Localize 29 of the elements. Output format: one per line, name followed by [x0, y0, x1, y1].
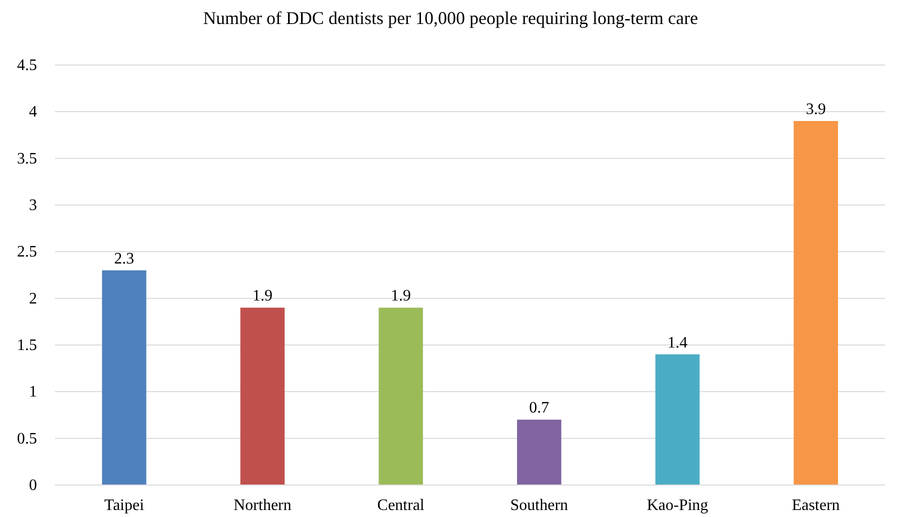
y-tick-label: 2	[29, 290, 37, 308]
bar	[102, 270, 146, 485]
y-tick-label: 4	[29, 104, 37, 121]
bar	[378, 308, 423, 485]
data-label: 1.9	[390, 288, 411, 305]
x-tick-label: Eastern	[792, 497, 840, 514]
y-tick-label: 3	[29, 197, 37, 214]
y-tick-label: 1.5	[17, 337, 37, 354]
bar	[517, 420, 562, 485]
bar	[240, 308, 285, 485]
bar	[794, 121, 838, 485]
y-tick-label: 1	[29, 384, 37, 401]
data-label: 0.7	[529, 400, 550, 417]
x-tick-label: Central	[377, 497, 425, 514]
y-tick-label: 4.5	[17, 57, 37, 74]
x-tick-label: Taipei	[104, 497, 145, 514]
x-tick-label: Southern	[510, 497, 568, 514]
y-tick-label: 0.5	[17, 430, 37, 448]
y-tick-label: 3.5	[17, 150, 37, 168]
y-tick-label: 2.5	[17, 244, 37, 261]
x-tick-label: Northern	[234, 497, 292, 514]
data-label: 3.9	[806, 101, 826, 118]
bar	[655, 354, 700, 485]
data-label: 2.3	[114, 250, 134, 268]
chart-title: Number of DDC dentists per 10,000 people requiring long-term care	[203, 8, 698, 28]
data-label: 1.9	[252, 288, 272, 305]
data-label: 1.4	[668, 334, 688, 352]
y-tick-label: 0	[29, 477, 37, 494]
x-tick-label: Kao-Ping	[646, 497, 708, 514]
